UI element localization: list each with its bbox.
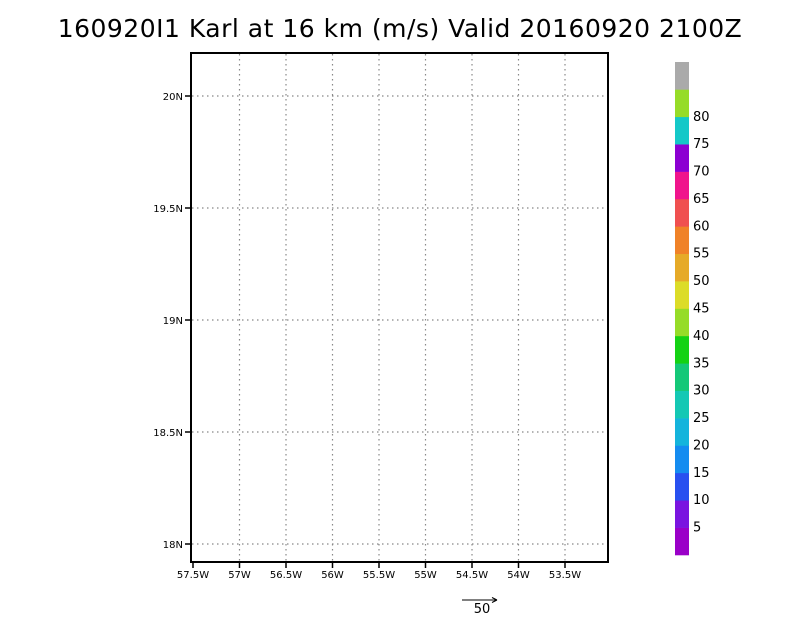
y-tick-label: 18.5N xyxy=(153,428,183,439)
x-tick-label: 57W xyxy=(228,570,251,581)
colorbar-segment xyxy=(675,335,689,364)
colorbar-segment xyxy=(675,116,689,145)
colorbar-label: 65 xyxy=(693,192,710,207)
colorbar-label: 15 xyxy=(693,466,710,481)
x-tick-label: 57.5W xyxy=(177,570,209,581)
colorbar-label: 80 xyxy=(693,110,710,125)
y-tick-label: 18N xyxy=(163,540,183,551)
colorbar-label: 10 xyxy=(693,493,710,508)
colorbar-label: 75 xyxy=(693,137,710,152)
x-tick-label: 56W xyxy=(321,570,344,581)
reference-arrow-head xyxy=(491,597,498,603)
colorbar-label: 45 xyxy=(693,302,710,317)
x-tick-label: 56.5W xyxy=(270,570,302,581)
colorbar-label: 20 xyxy=(693,438,710,453)
y-tick-label: 20N xyxy=(163,92,183,103)
colorbar-label: 5 xyxy=(693,521,701,536)
colorbar-label: 60 xyxy=(693,219,710,234)
plot-frame xyxy=(190,52,609,563)
x-tick-label: 55W xyxy=(414,570,437,581)
colorbar: 5 10 15 20 25 30 35 40 45 50 55 60 65 70 75 80 xyxy=(675,62,710,556)
colorbar-segment xyxy=(675,281,689,309)
reference-vector xyxy=(462,597,498,603)
x-tick-label: 53.5W xyxy=(549,570,581,581)
colorbar-segment xyxy=(675,472,689,501)
colorbar-label: 40 xyxy=(693,329,710,344)
x-tick-label: 55.5W xyxy=(363,570,395,581)
colorbar-label: 25 xyxy=(693,411,710,426)
colorbar-segment xyxy=(675,418,689,446)
colorbar-segment xyxy=(675,62,689,90)
colorbar-label: 35 xyxy=(693,356,710,371)
colorbar-segment xyxy=(675,390,689,419)
colorbar-segment xyxy=(675,253,689,282)
colorbar-segment xyxy=(675,198,689,227)
colorbar-segment xyxy=(675,89,689,118)
colorbar-segment xyxy=(675,226,689,255)
y-tick-label: 19N xyxy=(163,316,183,327)
colorbar-segment xyxy=(675,527,689,556)
x-tick-label: 54.5W xyxy=(456,570,488,581)
x-axis-ticks: 57.5W 57W 56.5W 56W 55.5W 55W 54.5W 54W 53.5W xyxy=(177,562,581,581)
x-tick-label: 54W xyxy=(507,570,530,581)
colorbar-label: 30 xyxy=(693,384,710,399)
y-tick-label: 19.5N xyxy=(153,204,183,215)
grid-lines xyxy=(192,54,607,561)
colorbar-segment xyxy=(675,500,689,528)
colorbar-segment xyxy=(675,363,689,391)
colorbar-segment xyxy=(675,171,689,200)
chart-title: 160920I1 Karl at 16 km (m/s) Valid 20160… xyxy=(57,14,743,43)
colorbar-segment xyxy=(675,445,689,474)
colorbar-label: 55 xyxy=(693,247,710,262)
colorbar-label: 50 xyxy=(693,274,710,289)
reference-vector-label: 50 xyxy=(473,602,491,617)
colorbar-segment xyxy=(675,144,689,172)
colorbar-segment xyxy=(675,308,689,337)
colorbar-label: 70 xyxy=(693,165,710,180)
